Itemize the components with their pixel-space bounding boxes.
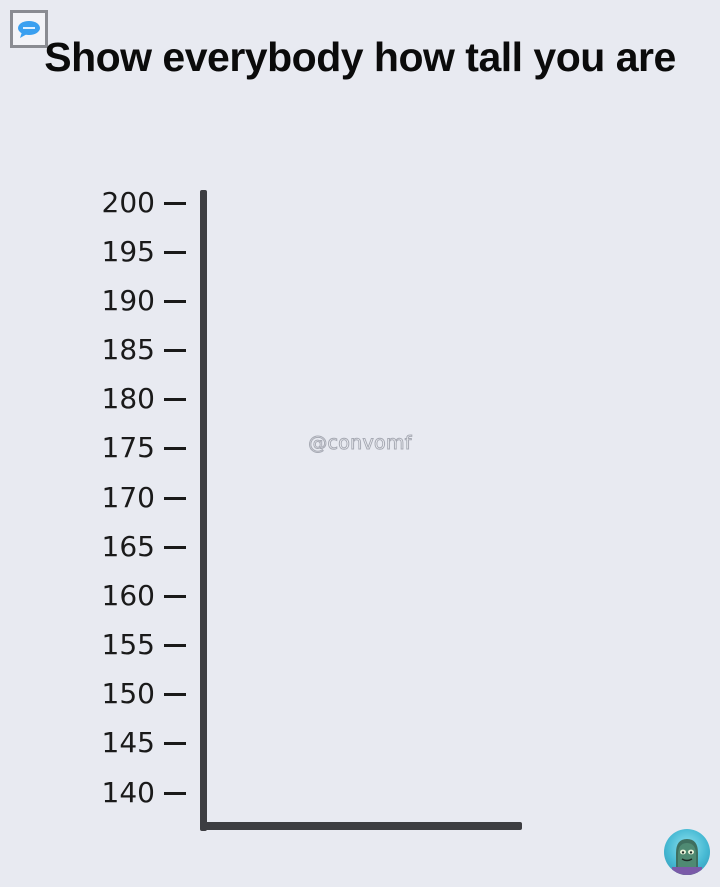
y-tick-value: 180 [101,382,155,416]
speech-bubble-icon [10,10,48,48]
y-tick-label: 140 [60,775,186,809]
y-tick-mark [164,398,186,402]
y-tick-label: 195 [60,234,186,268]
y-tick-label: 150 [60,677,186,711]
y-tick-mark [164,693,186,697]
y-tick-value: 195 [101,234,155,268]
y-tick-mark [164,496,186,500]
x-axis-line [200,822,522,830]
y-tick-label: 190 [60,283,186,317]
y-tick-value: 190 [101,283,155,317]
y-tick-mark [164,644,186,647]
y-tick-value: 145 [101,726,155,760]
y-tick-label: 160 [60,578,186,612]
y-tick-mark [164,299,186,303]
y-tick-label: 175 [60,431,186,465]
y-tick-mark [164,791,186,795]
y-tick-value: 160 [101,578,155,612]
y-tick-value: 165 [101,529,155,563]
y-tick-label: 185 [60,333,186,367]
y-tick-label: 170 [60,480,186,514]
y-tick-value: 155 [101,628,155,661]
y-tick-mark [164,201,186,205]
creature-avatar-icon [664,829,710,875]
page-title: Show everybody how tall you are [44,34,676,80]
y-tick-mark [164,594,186,598]
y-tick-label: 180 [60,382,186,416]
y-tick-label: 200 [60,185,186,219]
y-tick-mark [164,349,186,352]
y-tick-mark [164,545,186,549]
y-tick-label: 165 [60,529,186,563]
y-axis-line [200,190,207,831]
y-tick-value: 200 [101,185,155,219]
y-tick-value: 185 [101,333,155,366]
creature-avatar-svg [672,839,702,875]
y-tick-mark [164,742,186,746]
y-tick-label: 155 [60,628,186,662]
y-tick-value: 150 [101,677,155,711]
y-tick-label: 145 [60,726,186,760]
watermark-text: @convomf [308,432,412,455]
y-tick-value: 170 [101,480,155,514]
speech-bubble-icon-svg [18,21,40,38]
y-tick-value: 140 [101,775,155,809]
y-tick-mark [164,447,186,451]
y-tick-value: 175 [101,431,155,465]
y-tick-mark [164,250,186,254]
